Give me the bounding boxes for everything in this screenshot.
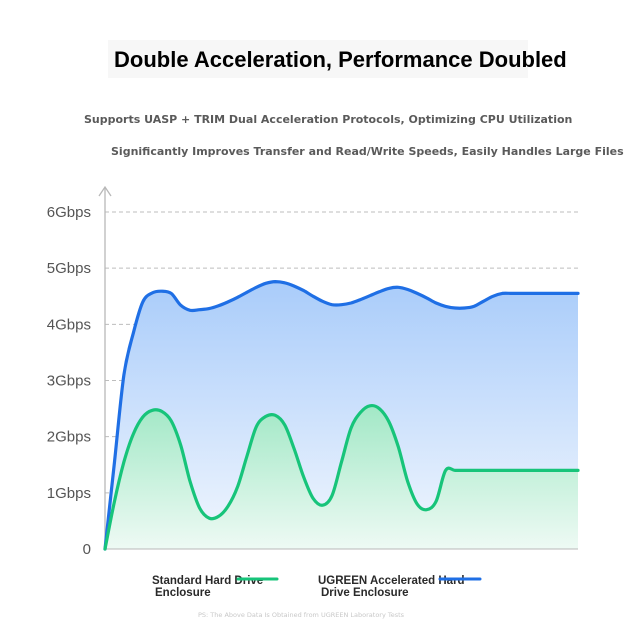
chart-subtitle-2: Significantly Improves Transfer and Read…: [111, 145, 624, 158]
y-tick-label: 0: [83, 541, 91, 558]
y-tick-label: 3Gbps: [47, 373, 91, 390]
legend-label: UGREEN Accelerated Hard: [318, 575, 465, 587]
y-tick-label: 1Gbps: [47, 485, 91, 502]
y-tick-label: 4Gbps: [47, 316, 91, 333]
chart-title: Double Acceleration, Performance Doubled: [114, 47, 567, 72]
ugreen-line: [103, 280, 580, 551]
series-lines: [103, 280, 580, 551]
standard-line: [103, 403, 580, 551]
legend-label: Drive Enclosure: [321, 587, 409, 599]
legend-label: Enclosure: [155, 587, 211, 599]
y-tick-label: 2Gbps: [47, 429, 91, 446]
footnote: PS: The Above Data Is Obtained from UGRE…: [198, 611, 405, 619]
y-tick-labels: 0 1Gbps 2Gbps 3Gbps 4Gbps 5Gbps 6Gbps: [47, 204, 91, 558]
title-background: [108, 40, 528, 78]
legend-label: Standard Hard Drive: [152, 575, 263, 587]
y-axis-arrow: [98, 185, 112, 197]
y-tick-label: 6Gbps: [47, 204, 91, 221]
series-areas: [105, 281, 578, 549]
axes: [98, 185, 578, 550]
chart-subtitle-1: Supports UASP + TRIM Dual Acceleration P…: [84, 113, 572, 126]
y-tick-label: 5Gbps: [47, 260, 91, 277]
